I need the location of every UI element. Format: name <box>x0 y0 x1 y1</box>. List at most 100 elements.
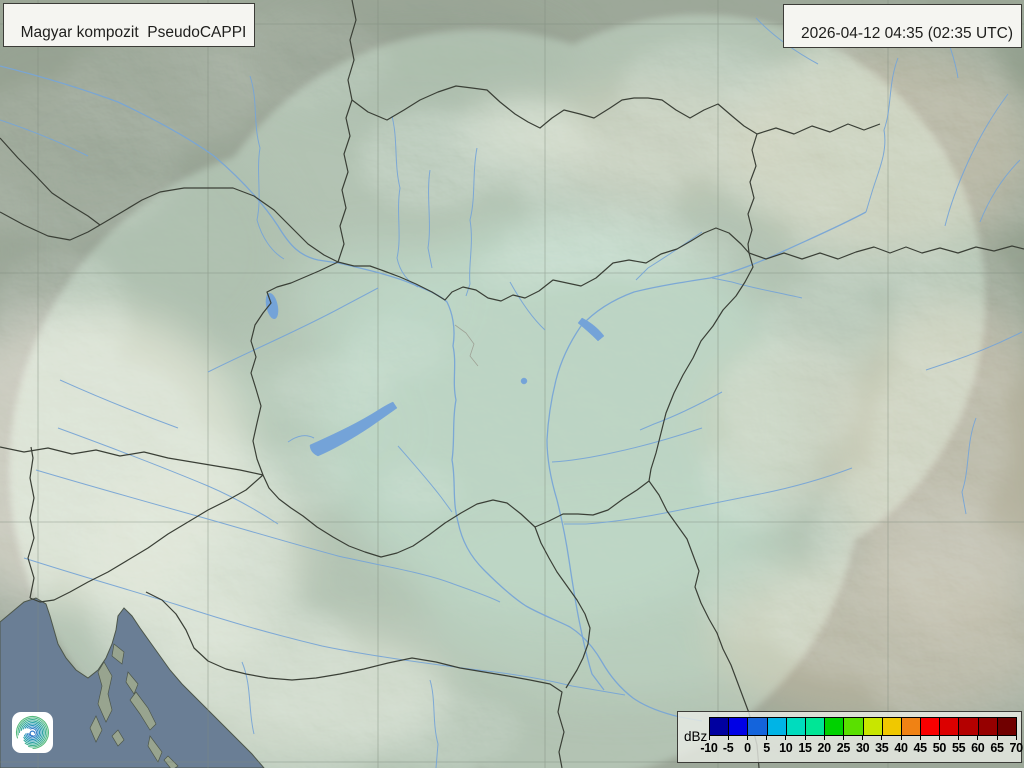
lake-tisza <box>577 317 605 342</box>
inn-river <box>0 119 89 157</box>
legend-tick-label: 65 <box>990 741 1004 755</box>
slovak-ukrainian-border <box>747 133 758 254</box>
legend-swatch <box>843 717 864 736</box>
legend-tick-mark <box>996 736 998 740</box>
olt-branch <box>961 417 977 515</box>
polish-slovak-border <box>351 85 758 135</box>
legend-tick-mark <box>919 736 921 740</box>
danube-river <box>0 65 703 722</box>
legend-swatch <box>709 717 730 736</box>
czech-german-border <box>0 137 101 226</box>
zala-river <box>287 435 315 443</box>
legend-tick-mark <box>1015 736 1017 740</box>
legend-tick-label: 30 <box>855 741 870 755</box>
croatian-bosnian-border <box>145 591 565 768</box>
legend-swatch <box>728 717 749 736</box>
morava-river <box>249 75 285 260</box>
legend-tick-label: 0 <box>744 741 751 755</box>
olt-river <box>925 331 1023 371</box>
legend-swatch <box>939 717 960 736</box>
ukrainian-romanian-border <box>748 245 1024 260</box>
legend-tick-label: 60 <box>971 741 985 755</box>
legend-swatch <box>824 717 845 736</box>
legend-tick-mark <box>842 736 844 740</box>
una-river <box>241 661 255 735</box>
timestamp-box: 2026-04-12 04:35 (02:35 UTC) <box>783 4 1022 48</box>
lakes <box>265 292 605 457</box>
bodrog-river <box>635 231 703 281</box>
raba-river <box>207 287 379 373</box>
timestamp-label: 2026-04-12 04:35 (02:35 UTC) <box>801 24 1013 42</box>
prut-river <box>979 159 1021 223</box>
legend-swatch <box>920 717 941 736</box>
polish-ukrainian-border <box>756 123 881 135</box>
szamos-river <box>711 277 803 299</box>
lake-balaton <box>309 401 398 457</box>
legend-unit-label: dBz <box>684 729 708 744</box>
upper-tisza-river <box>865 57 899 213</box>
legend-tick-label: 70 <box>1009 741 1024 755</box>
legend-tick-label: 35 <box>875 741 889 755</box>
mura-river <box>57 427 279 525</box>
legend-tick-mark <box>766 736 768 740</box>
legend-swatch <box>785 717 806 736</box>
drava-river <box>35 469 501 603</box>
nitra-river <box>427 169 433 269</box>
legend-tick-mark <box>862 736 864 740</box>
legend-tick-label: 50 <box>932 741 947 755</box>
dbz-legend-panel: dBz -10 -5 0 5 10 15 20 25 30 35 40 45 50 55 60 65 70 <box>677 711 1024 763</box>
legend-tick-mark <box>708 736 710 740</box>
legend-swatch <box>977 717 998 736</box>
upper-mura-river <box>59 379 179 429</box>
zagyva-river <box>509 281 546 331</box>
hron-river <box>465 147 478 297</box>
legend-tick-label: 55 <box>951 741 966 755</box>
czech-slovak-border <box>337 0 357 263</box>
legend-tick-label: 15 <box>798 741 812 755</box>
met-service-logo <box>12 712 53 753</box>
product-label-box: Magyar kompozit PseudoCAPPI <box>3 3 256 47</box>
koros-branch <box>639 391 723 431</box>
legend-tick-mark <box>900 736 902 740</box>
legend-tick-label: 40 <box>894 741 908 755</box>
austrian-slovenian-border <box>0 446 264 476</box>
bosna-river <box>429 679 439 768</box>
legend-tick-mark <box>938 736 940 740</box>
croatian-serbian-border <box>534 526 591 689</box>
legend-tick-label: -5 <box>722 741 734 755</box>
legend-tick-mark <box>727 736 729 740</box>
legend-swatch <box>766 717 787 736</box>
maros-river <box>564 467 853 525</box>
legend-swatch <box>862 717 883 736</box>
austrian-german-border <box>0 211 101 241</box>
slovenian-croatian-border <box>29 474 264 603</box>
legend-swatch <box>900 717 922 736</box>
legend-tick-mark <box>804 736 806 740</box>
legend-tick-mark <box>881 736 883 740</box>
legend-tick-mark <box>746 736 748 740</box>
legend-tick-mark <box>958 736 960 740</box>
lake-neusiedl <box>265 292 279 320</box>
spiral-logo-icon <box>15 715 50 750</box>
koros-river <box>551 427 703 463</box>
lake-velence <box>520 377 528 385</box>
legend-tick-label: 25 <box>836 741 851 755</box>
region-boundary <box>454 324 479 367</box>
rivers <box>0 9 1023 768</box>
czech-austrian-border <box>99 187 339 263</box>
vah-river <box>391 115 419 288</box>
ne-river <box>944 93 1009 227</box>
legend-swatch <box>958 717 979 736</box>
legend-tick-mark <box>977 736 979 740</box>
legend-tick-mark <box>785 736 787 740</box>
legend-tick-label: 10 <box>779 741 793 755</box>
legend-swatch <box>881 717 902 736</box>
legend-tick-label: -10 <box>700 741 718 755</box>
